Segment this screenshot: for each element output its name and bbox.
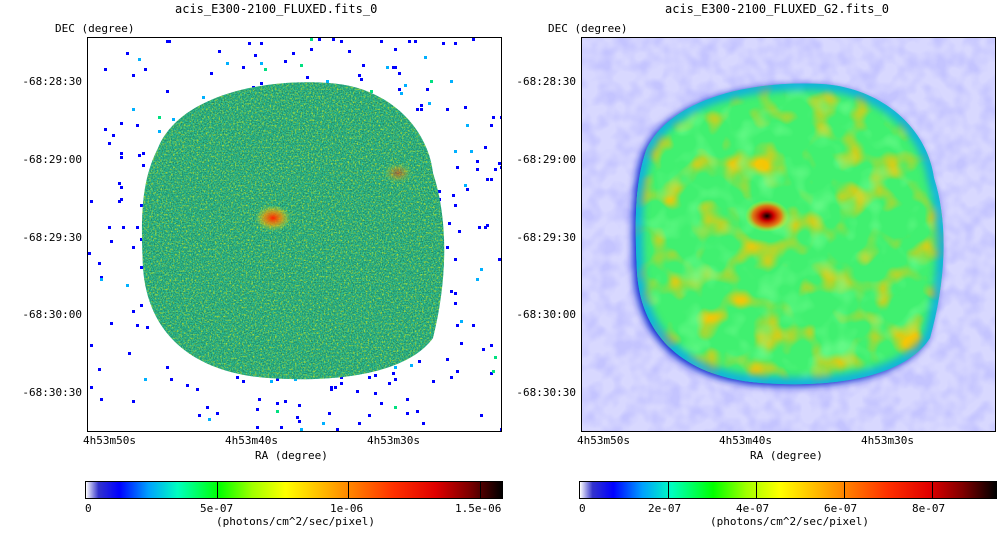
right-y-tick: -68:30:30 [516,386,576,399]
left-x-tick: 4h53m30s [367,434,420,447]
right-colorbar [579,481,997,499]
right-x-axis-label: RA (degree) [750,449,823,462]
left-panel: acis_E300-2100_FLUXED.fits_0 DEC (degree… [22,2,503,528]
right-colorbar-unit: (photons/cm^2/sec/pixel) [710,515,869,528]
right-y-tick: -68:28:30 [516,75,576,88]
right-hotspot [745,200,789,232]
left-x-tick: 4h53m40s [225,434,278,447]
left-colorbar-tick: 1e-06 [330,502,364,515]
left-image-plot[interactable] [87,37,502,432]
left-y-tick: -68:30:30 [22,386,82,399]
left-colorbar-tick: 0 [85,502,92,515]
left-colorbar [85,481,503,499]
right-y-tick: -68:29:30 [516,231,576,244]
left-y-tick: -68:30:00 [22,308,82,321]
right-colorbar-tick: 4e-07 [736,502,770,515]
right-colorbar-tick: 2e-07 [648,502,682,515]
left-y-tick: -68:29:00 [22,153,82,166]
right-colorbar-tick: 6e-07 [824,502,858,515]
left-y-axis-label: DEC (degree) [55,22,135,35]
left-y-tick: -68:29:30 [22,231,82,244]
left-hotspot [255,205,291,231]
right-colorbar-tick: 8e-07 [912,502,946,515]
right-image-plot[interactable] [581,37,996,432]
left-x-tick: 4h53m50s [83,434,136,447]
left-colorbar-tick: 1.5e-06 [455,502,502,515]
left-y-tick: -68:28:30 [22,75,82,88]
right-x-tick: 4h53m50s [577,434,630,447]
right-image-title: acis_E300-2100_FLUXED_G2.fits_0 [665,2,889,16]
right-smoothed-image [582,38,995,431]
right-y-axis-label: DEC (degree) [548,22,628,35]
right-x-tick: 4h53m40s [719,434,772,447]
left-image-title: acis_E300-2100_FLUXED.fits_0 [175,2,378,16]
left-colorbar-unit: (photons/cm^2/sec/pixel) [216,515,375,528]
right-colorbar-tick: 0 [579,502,586,515]
left-colorbar-tick: 5e-07 [200,502,234,515]
right-y-tick: -68:29:00 [516,153,576,166]
left-x-axis-label: RA (degree) [255,449,328,462]
right-x-tick: 4h53m30s [861,434,914,447]
right-y-tick: -68:30:00 [516,308,576,321]
right-panel: acis_E300-2100_FLUXED_G2.fits_0 DEC (deg… [500,0,1000,551]
left-raw-image [88,38,501,431]
